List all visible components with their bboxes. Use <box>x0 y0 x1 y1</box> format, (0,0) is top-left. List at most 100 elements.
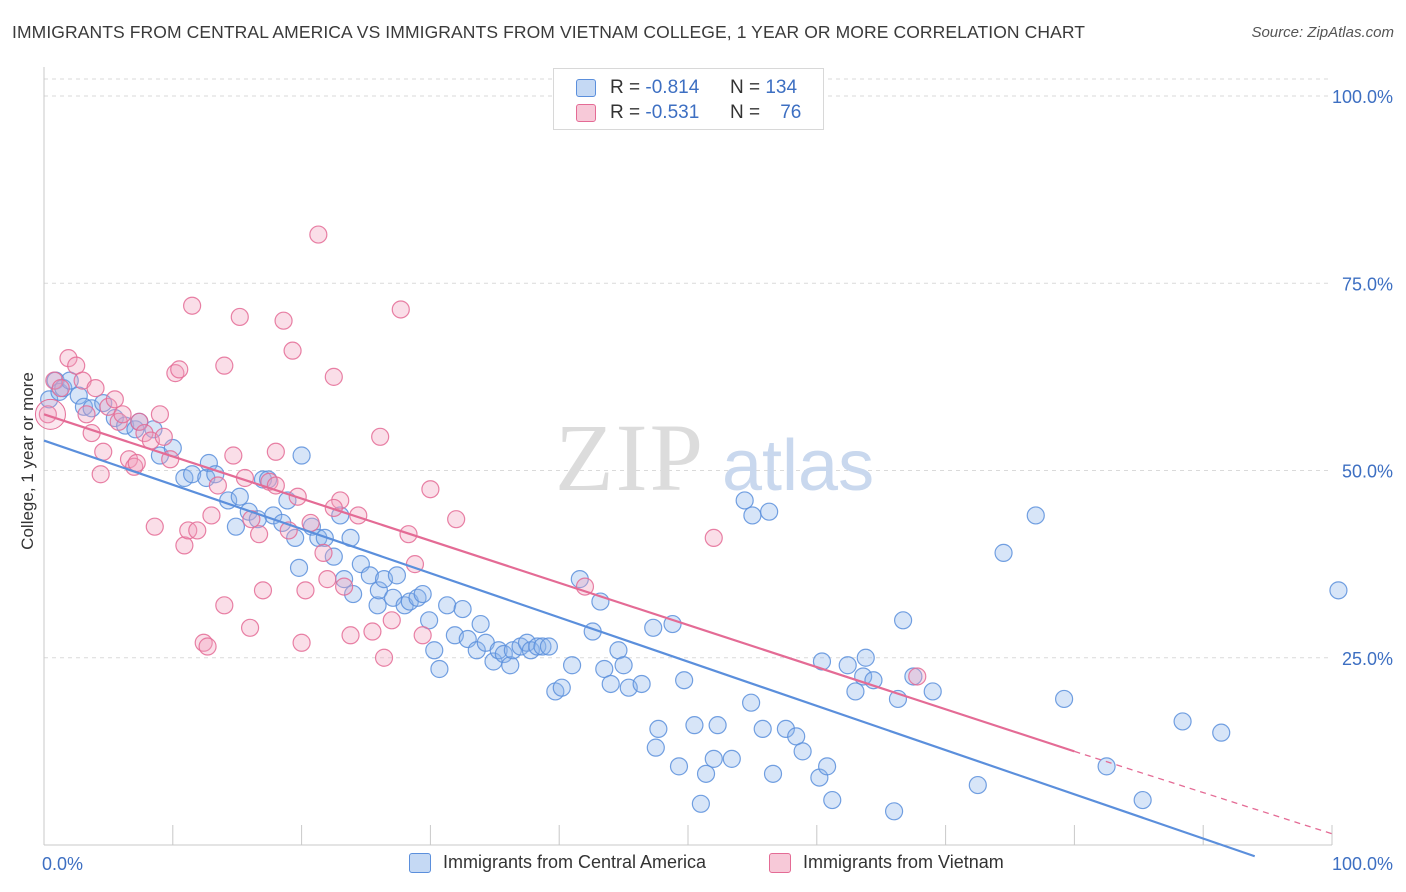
point-vietnam <box>154 427 173 446</box>
legend-r-value: -0.814 <box>645 77 700 98</box>
point-central-america <box>646 738 665 757</box>
watermark: ZIP atlas <box>555 404 874 511</box>
x-tick-label-end: 100.0% <box>1332 854 1393 874</box>
point-central-america <box>230 487 249 506</box>
point-vietnam <box>198 637 217 656</box>
point-vietnam <box>324 498 343 518</box>
point-vietnam <box>296 581 315 600</box>
series-vietnam <box>34 225 927 686</box>
point-central-america <box>663 614 682 634</box>
point-central-america <box>425 641 444 660</box>
point-central-america <box>691 794 710 813</box>
point-vietnam <box>135 423 154 443</box>
point-vietnam <box>374 648 394 667</box>
point-vietnam <box>413 626 432 645</box>
source-credit: Source: ZipAtlas.com <box>1251 24 1394 41</box>
point-vietnam <box>105 390 124 409</box>
bottom-legend-vietnam: Immigrants from Vietnam <box>769 852 1004 873</box>
point-vietnam <box>283 341 302 360</box>
point-vietnam <box>175 536 194 555</box>
legend-r-label: R = <box>610 77 641 98</box>
point-vietnam <box>91 465 110 484</box>
trend-lines <box>43 413 1333 858</box>
point-vietnam <box>99 397 118 416</box>
legend-swatch-blue <box>576 79 596 97</box>
point-central-america <box>438 596 457 615</box>
point-vietnam <box>309 225 328 244</box>
y-tick-label: 50.0% <box>1342 462 1393 482</box>
legend-row-central-america: R = -0.814 N = 134 <box>576 76 797 100</box>
point-central-america <box>360 566 379 585</box>
point-central-america <box>838 656 857 675</box>
point-central-america <box>501 656 520 675</box>
point-vietnam <box>324 367 343 386</box>
legend-r-label: R = <box>610 102 641 123</box>
point-vietnam <box>208 476 227 495</box>
point-central-america <box>368 596 387 615</box>
point-vietnam <box>224 446 243 465</box>
point-central-america <box>818 757 837 776</box>
watermark-zip: ZIP <box>555 404 705 511</box>
point-central-america <box>704 749 723 768</box>
point-vietnam <box>391 300 410 319</box>
legend-row-vietnam: R = -0.531 N = 76 <box>576 101 801 125</box>
point-vietnam <box>363 622 382 641</box>
point-central-america <box>923 682 942 701</box>
point-vietnam <box>382 611 401 630</box>
point-vietnam <box>266 442 285 461</box>
point-central-america <box>144 420 163 439</box>
point-central-america <box>696 764 716 783</box>
point-central-america <box>420 611 439 630</box>
point-central-america <box>1212 723 1231 742</box>
point-vietnam <box>188 521 207 540</box>
trend-line-central-america <box>43 439 1256 858</box>
point-central-america <box>675 671 694 690</box>
y-axis-label: College, 1 year or more <box>18 372 37 550</box>
point-vietnam <box>447 510 466 529</box>
point-central-america <box>893 611 913 630</box>
point-central-america <box>644 618 663 637</box>
point-central-america <box>994 543 1013 562</box>
point-vietnam <box>215 596 234 615</box>
x-tick-label-start: 0.0% <box>42 854 83 874</box>
point-vietnam <box>230 307 249 327</box>
legend-n-label: N = <box>729 102 761 123</box>
legend-n-value: 76 <box>780 102 802 123</box>
point-vietnam <box>51 379 70 398</box>
point-central-america <box>685 716 704 735</box>
point-central-america <box>533 637 552 656</box>
point-central-america <box>793 742 812 761</box>
point-vietnam <box>331 491 350 510</box>
point-central-america <box>856 648 875 667</box>
point-central-america <box>324 547 343 566</box>
legend-n-label: N = <box>729 77 761 98</box>
point-central-america <box>884 802 904 821</box>
point-central-america <box>1026 506 1045 525</box>
trend-line-vietnam <box>43 413 1075 753</box>
legend-n-value: 134 <box>765 77 798 98</box>
tick-labels: 25.0% 50.0% 75.0% 100.0% 0.0% 100.0% <box>42 87 1393 874</box>
point-central-america <box>494 644 513 664</box>
point-vietnam <box>421 480 440 499</box>
point-central-america <box>601 674 620 694</box>
point-central-america <box>632 674 651 694</box>
point-vietnam <box>67 356 86 375</box>
point-central-america <box>735 491 754 510</box>
point-central-america <box>453 599 472 619</box>
point-central-america <box>74 397 94 416</box>
point-central-america <box>289 558 309 577</box>
point-central-america <box>552 678 571 697</box>
point-vietnam <box>249 525 269 544</box>
bottom-legend-central-america: Immigrants from Central America <box>409 852 706 873</box>
point-central-america <box>226 517 246 536</box>
point-central-america <box>562 656 582 675</box>
point-vietnam <box>274 311 293 330</box>
point-vietnam <box>113 405 132 424</box>
point-central-america <box>292 446 311 465</box>
point-central-america <box>413 584 432 604</box>
y-tick-label: 25.0% <box>1342 649 1393 669</box>
bottom-legend-swatch-blue <box>409 852 431 873</box>
point-vietnam <box>318 570 337 589</box>
bottom-legend-label: Immigrants from Central America <box>443 852 707 872</box>
point-vietnam <box>145 517 164 536</box>
